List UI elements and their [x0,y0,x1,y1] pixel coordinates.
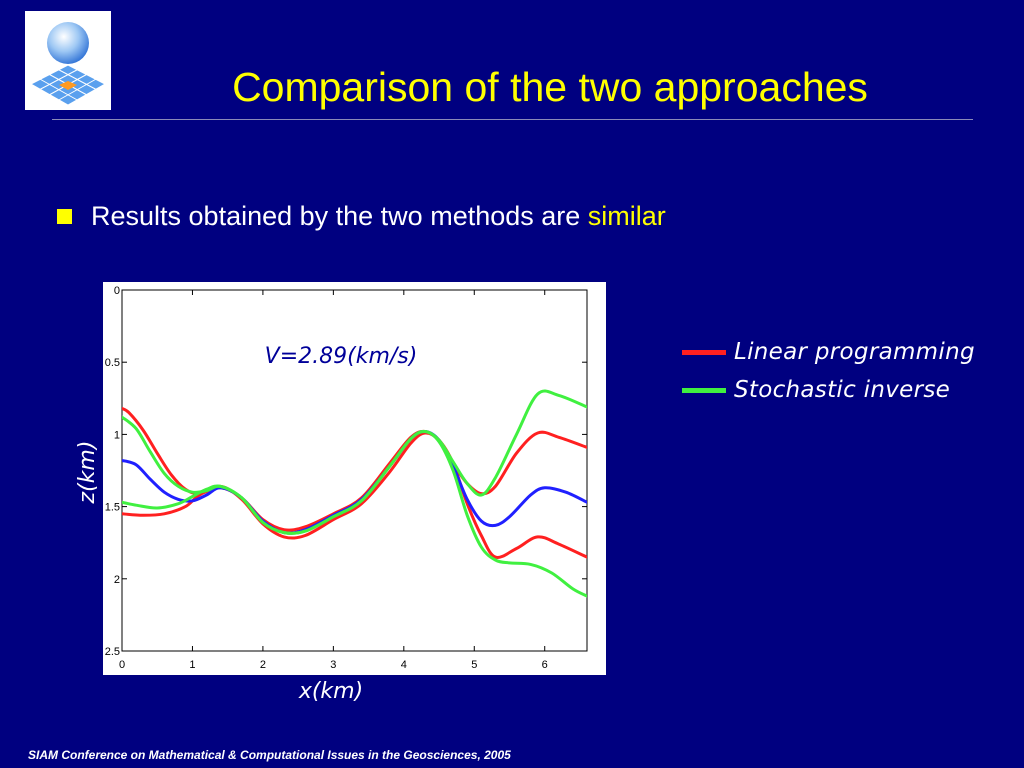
conference-logo [25,11,111,110]
footer-citation: SIAM Conference on Mathematical & Comput… [28,748,511,762]
bullet-text: Results obtained by the two methods are … [91,201,666,232]
legend-entry-linear: Linear programming [682,333,1012,371]
x-tick-label: 1 [189,659,195,671]
bullet-text-main: Results obtained by the two methods are [91,200,588,231]
x-tick-label: 0 [119,659,125,671]
y-tick-label: 2 [114,574,120,586]
bullet-square-icon [57,208,72,224]
y-axis-label: z(km) [75,441,100,505]
x-tick-label: 2 [260,659,266,671]
chart-legend: Linear programming Stochastic inverse [682,333,1012,409]
bullet-point: Results obtained by the two methods are … [57,196,666,236]
x-tick-label: 6 [542,659,548,671]
y-tick-label: 1.5 [105,502,120,514]
y-tick-label: 1 [114,429,120,441]
linear-lower-curve [122,431,587,559]
legend-entry-stochastic: Stochastic inverse [682,371,1012,409]
chart-background [103,282,606,675]
stochastic-lower-curve [122,429,587,598]
x-axis-label: x(km) [298,679,363,704]
velocity-annotation: V=2.89(km/s) [265,344,418,369]
x-tick-label: 3 [330,659,336,671]
y-tick-label: 2.5 [105,646,120,658]
legend-label-stochastic: Stochastic inverse [734,377,951,403]
legend-label-linear: Linear programming [734,339,975,365]
y-tick-label: 0.5 [105,357,120,369]
legend-swatch-stochastic [682,387,726,393]
slide-title: Comparison of the two approaches [232,64,868,110]
bullet-highlight: similar [587,200,666,231]
plot-frame [121,289,588,652]
x-tick-label: 4 [401,659,407,671]
globe-grid-icon [29,22,107,106]
title-divider [52,119,973,120]
legend-swatch-linear [682,349,726,355]
x-tick-label: 5 [471,659,477,671]
y-tick-label: 0 [114,285,120,297]
